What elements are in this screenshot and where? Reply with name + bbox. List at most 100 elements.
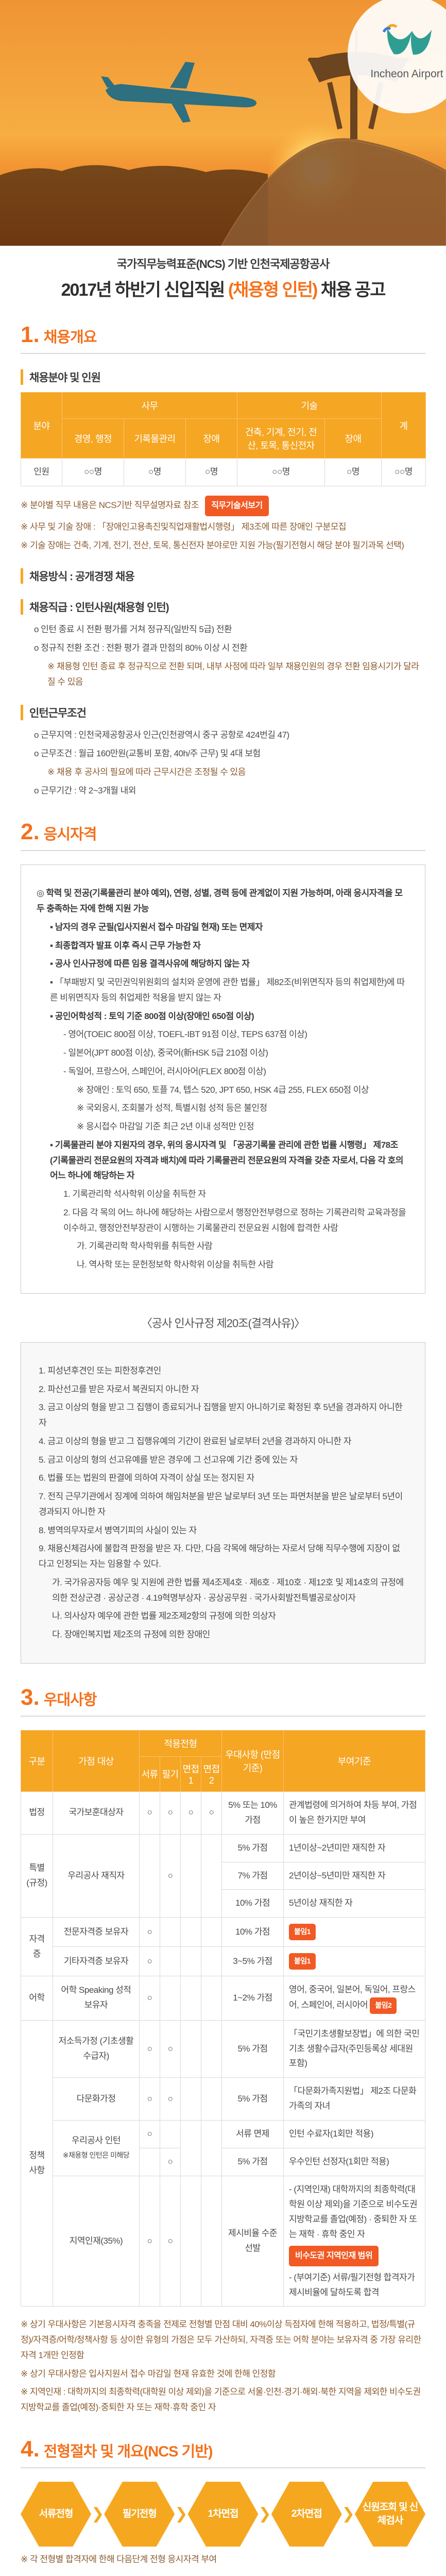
section-number: 2. [21, 819, 40, 845]
cell-text: - (부여기준) 서류/필기전형 합격자가 제시비율에 달하도록 합격 [289, 2272, 415, 2297]
cell-mark [139, 1834, 160, 1918]
cell-mark [180, 2175, 201, 2307]
title-post: 채용 공고 [317, 280, 386, 300]
cell: 10% 가점 [221, 1917, 284, 1947]
cell-mark: ○ [160, 2175, 181, 2307]
col-header: 면접2 [201, 1756, 222, 1792]
cell: - (지역인재) 대학까지의 최종학력(대학원 이상 제외)을 기준으로 비수도… [283, 2175, 425, 2307]
cell-mark [180, 2077, 201, 2121]
preference-table: 구분 가점 대상 적용전형 우대사항 (만점기준) 부여기준 서류 필기 면접1… [21, 1730, 425, 2307]
cell-subtext: ※채용형 인턴은 미해당 [62, 2151, 130, 2160]
cell-mark [160, 1946, 181, 1976]
bullet-line: o 근무조건 : 월급 160만원(교통비 포함, 40h/주 근무) 및 4대… [34, 749, 261, 759]
cell-mark: ○ [180, 1791, 201, 1835]
cell-mark [201, 1975, 222, 2021]
section-title: 우대사항 [43, 1691, 97, 1708]
cell: 다문화가정 [53, 2077, 140, 2121]
cell: 우리공사 인턴 ※채용형 인턴은 미해당 [53, 2120, 140, 2176]
note-line: ※ 상기 우대사항은 기본응시자격 충족을 전제로 전형별 만점 대비 40%이… [21, 2319, 421, 2360]
bullet-line: ▪ 최종합격자 발표 이후 즉시 근무 가능한 자 [50, 940, 201, 951]
lettered-line: 가. 기록관리학 학사학위를 취득한 사람 [77, 1241, 213, 1251]
cell-mark: ○ [160, 1791, 181, 1835]
col-header: 서류 [139, 1756, 160, 1792]
col-header: 면접1 [180, 1756, 201, 1792]
col-header-office: 사무 [61, 392, 238, 419]
bullet-line: ▪ 남자의 경우 군필(입사지원서 접수 마감일 현재) 또는 면제자 [50, 922, 263, 932]
lettered-line: 나. 역사학 또는 문헌정보학 학사학위 이상을 취득한 사람 [77, 1260, 274, 1270]
section-1-heading: 1. 채용개요 [21, 324, 425, 347]
cell: 5% 가점 [221, 2020, 284, 2078]
eligibility-intro: ◎ 학력 및 전공(기록물관리 분야 예외), 연령, 성별, 경력 등에 관계… [37, 888, 403, 914]
chevron-right-icon: ❯ [258, 2505, 271, 2523]
note-line: ※ 국외응시, 조회불가 성적, 특별시험 성적 등은 불인정 [77, 1103, 267, 1113]
cell-mark [180, 2120, 201, 2176]
cell-mark [160, 1975, 181, 2021]
treeline-silhouette [0, 165, 268, 246]
table-row: 10% 가점 5년이상 재직한 자 [21, 1889, 425, 1918]
regional-talent-scope-button[interactable]: 비수도권 지역인재 범위 [289, 2246, 379, 2266]
table-row: 기타자격증 보유자 ○ 3~5% 가점 붙임1 [21, 1946, 425, 1976]
subheading-recruit-fields: 채용분야 및 인원 [21, 369, 425, 385]
table-row: 인원 ○○명 ○명 ○명 ○○명 ○명 ○○명 [21, 458, 426, 486]
cell-mark [180, 2020, 201, 2078]
cell-mark [201, 2175, 222, 2307]
col-header: 장애 [324, 418, 382, 459]
note-line: ※ 채용 후 공사의 필요에 따라 근무시간은 조정될 수 있음 [47, 767, 246, 777]
note-line: ※ 장애인 : 토익 650, 토플 74, 텝스 520, JPT 650, … [77, 1084, 369, 1095]
divider [21, 353, 425, 354]
cell: 특별 (규정) [21, 1834, 53, 1918]
note-line: ※ 각 전형별 합격자에 한해 다음단계 전형 응시자격 부여 [21, 2554, 217, 2564]
list-item: 다. 장애인복지법 제2조의 규정에 의한 장애인 [52, 1630, 210, 1640]
cell-mark [180, 1975, 201, 2021]
col-header: 경영, 행정 [62, 418, 124, 459]
cell-count: ○○명 [62, 458, 124, 486]
note-line: ※ 사무 및 기술 장애 : 「장애인고용촉진및직업재활법시행령」 제3조에 따… [21, 521, 347, 532]
cell-mark [180, 1834, 201, 1918]
cell: 우수인턴 선정자(1회만 적용) [283, 2147, 425, 2176]
note-line: ※ 응시접수 마감일 기준 최근 2년 이내 성적만 인정 [77, 1122, 254, 1132]
list-item: 나. 의사상자 예우에 관한 법률 제2조제2항의 규정에 의한 의상자 [52, 1611, 276, 1621]
section-title: 채용개요 [43, 329, 97, 346]
col-header-category: 분야 [21, 392, 62, 459]
process-flow: 서류전형 ❯ 필기전형 ❯ 1차면접 ❯ 2차면접 ❯ 신원조회 및 신체검사 [21, 2481, 426, 2547]
section-number: 3. [21, 1684, 40, 1710]
attachment-2-button[interactable]: 붙임2 [370, 1997, 397, 2014]
bullet-line: ▪ 기록물관리 분야 지원자의 경우, 위의 응시자격 및 「공공기록물 관리에… [50, 1140, 403, 1181]
chevron-right-icon: ❯ [91, 2505, 105, 2523]
row-label: 인원 [21, 458, 62, 486]
dash-line: - 영어(TOEIC 800점 이상, TOEFL-IBT 91점 이상, TE… [63, 1029, 307, 1040]
subheading-recruit-grade: 채용직급 : 인턴사원(채용형 인턴) [21, 599, 425, 615]
cell: 제시비율 수준 선발 [221, 2175, 284, 2307]
attachment-1-button[interactable]: 붙임1 [289, 1953, 316, 1970]
cell: 서류 면제 [221, 2120, 284, 2148]
title-highlight: (채용형 인턴) [228, 280, 318, 300]
cell: 법정 [21, 1791, 53, 1835]
table-row: 다문화가정 ○ ○ 5% 가점 「다문화가족지원법」 제2조 다문화가족의 자녀 [21, 2077, 425, 2121]
document-title: 2017년 하반기 신입직원 (채용형 인턴) 채용 공고 [0, 276, 446, 301]
recruit-fields-table: 분야 사무 기술 계 경영, 행정 기록물관리 장애 건축, 기계, 전기, 전… [21, 392, 426, 486]
note-line: ※ 지역인재 : 대학까지의 최종학력(대학원 이상 제외)을 기준으로 서울·… [21, 2387, 421, 2413]
job-description-button[interactable]: 직무기술서보기 [205, 495, 269, 516]
bullet-line: o 정규직 전환 조건 : 전환 평가 결과 만점의 80% 이상 시 전환 [34, 643, 248, 653]
cell-mark [201, 1834, 222, 1918]
cell-mark [160, 1917, 181, 1947]
cell: 5% 가점 [221, 2147, 284, 2176]
cell-mark [139, 2147, 160, 2176]
incheon-airport-logo: Incheon Airport [348, 0, 446, 113]
cell-mark: ○ [160, 2147, 181, 2176]
cell-mark [160, 2120, 181, 2148]
cell-mark: ○ [139, 1791, 160, 1835]
svg-text:Incheon Airport: Incheon Airport [370, 68, 443, 80]
eligibility-box: ◎ 학력 및 전공(기록물관리 분야 예외), 연령, 성별, 경력 등에 관계… [21, 865, 425, 1294]
col-header: 기록물관리 [124, 418, 186, 459]
cell-mark: ○ [160, 2020, 181, 2078]
note-line: ※ 분야별 직무 내용은 NCS기반 직무설명자료 참조 직무기술서보기 [21, 495, 425, 516]
note-text: ※ 분야별 직무 내용은 NCS기반 직무설명자료 참조 [21, 500, 199, 510]
attachment-1-button[interactable]: 붙임1 [289, 1924, 316, 1941]
cell-count: ○○명 [237, 458, 325, 486]
cell-mark: ○ [160, 2077, 181, 2121]
cell: 관계법령에 의거하여 차등 부여, 가점이 높은 한가지만 부여 [283, 1791, 425, 1835]
col-header: 부여기준 [283, 1730, 425, 1792]
cell-mark [201, 2120, 222, 2176]
bullet-line: o 근무지역 : 인천국제공항공사 인근(인천광역시 중구 공항로 424번길 … [34, 730, 289, 740]
